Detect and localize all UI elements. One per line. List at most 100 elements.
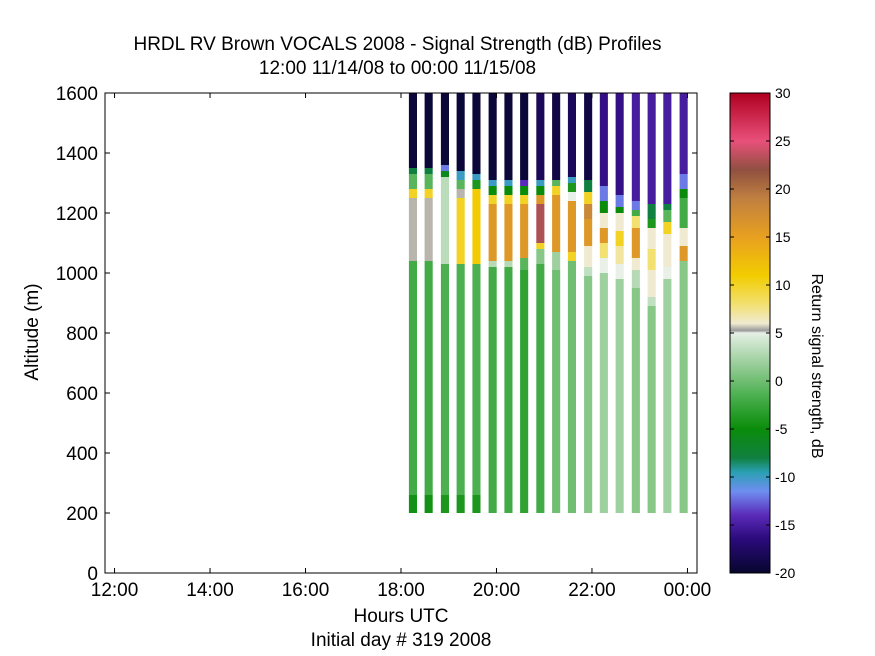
colorbar-tick-label: 0	[775, 373, 783, 389]
profile-column	[408, 93, 417, 513]
heatmap-cell	[647, 297, 656, 306]
colorbar-ticks: -20 -15 -10 -5 0 5 10 15 20 25 30	[730, 85, 795, 581]
y-tick-label: 800	[66, 324, 98, 345]
heatmap-cell	[424, 93, 433, 168]
heatmap-cell	[456, 495, 465, 513]
heatmap-cell	[408, 189, 417, 198]
heatmap-cell	[567, 201, 576, 252]
heatmap-cell	[647, 219, 656, 228]
colorbar-tick-label: -5	[775, 421, 788, 437]
chart-title: HRDL RV Brown VOCALS 2008 - Signal Stren…	[133, 34, 662, 55]
heatmap-cell	[615, 213, 624, 231]
heatmap-cell	[631, 270, 640, 288]
heatmap-cell	[584, 180, 593, 192]
colorbar-tick-label: -10	[775, 469, 795, 485]
heatmap-cell	[504, 180, 513, 186]
x-tick-label: 14:00	[186, 580, 234, 601]
heatmap-cell	[504, 186, 513, 195]
heatmap-cell	[408, 261, 417, 495]
heatmap-cell	[424, 168, 433, 174]
heatmap-cell	[440, 171, 449, 177]
heatmap-cell	[424, 198, 433, 261]
heatmap-cell	[599, 273, 608, 513]
heatmap-cell	[584, 192, 593, 204]
heatmap-cell	[520, 195, 529, 204]
heatmap-cell	[615, 264, 624, 279]
heatmap-cell	[536, 243, 545, 249]
heatmap-cell	[552, 195, 561, 252]
y-tick-label: 400	[66, 444, 98, 465]
profile-column	[663, 93, 672, 513]
heatmap-cell	[472, 180, 481, 189]
colorbar-tick-label: 30	[775, 85, 791, 101]
heatmap-cell	[520, 93, 529, 180]
heatmap-cell	[631, 228, 640, 258]
heatmap-cell	[552, 186, 561, 195]
heatmap-cell	[424, 189, 433, 198]
y-tick-label: 600	[66, 384, 98, 405]
x-tick-label: 22:00	[568, 580, 616, 601]
heatmap-cell	[472, 264, 481, 495]
heatmap-cell	[472, 174, 481, 180]
heatmap-cell	[567, 93, 576, 177]
profile-column	[584, 93, 593, 513]
heatmap-cell	[440, 165, 449, 171]
heatmap-cell	[679, 228, 688, 246]
heatmap-cell	[631, 201, 640, 210]
heatmap-cell	[520, 258, 529, 270]
heatmap-cell	[679, 174, 688, 189]
profile-column	[520, 93, 529, 513]
heatmap-cell	[504, 195, 513, 204]
y-tick-label: 1200	[56, 204, 98, 225]
heatmap-cell	[584, 267, 593, 276]
profile-column	[440, 93, 449, 513]
heatmap-cell	[647, 93, 656, 204]
heatmap-cell	[536, 264, 545, 513]
heatmap-cell	[615, 195, 624, 207]
heatmap-cell	[599, 201, 608, 213]
heatmap-cell	[552, 252, 561, 270]
heatmap-cell	[599, 243, 608, 258]
heatmap-cell	[440, 264, 449, 495]
heatmap-cell	[599, 258, 608, 273]
heatmap-cell	[647, 249, 656, 270]
initial-day-label: Initial day # 319 2008	[310, 630, 492, 651]
heatmap-cell	[615, 93, 624, 195]
heatmap-cell	[408, 168, 417, 174]
x-tick-label: 00:00	[664, 580, 712, 601]
x-tick-label: 16:00	[282, 580, 330, 601]
heatmap-cell	[520, 270, 529, 513]
profile-column	[599, 93, 608, 513]
heatmap-cell	[488, 267, 497, 513]
heatmap-cell	[456, 180, 465, 189]
heatmap-cell	[631, 288, 640, 513]
y-tick-label: 0	[87, 564, 98, 585]
heatmap-cell	[679, 189, 688, 198]
heatmap-cell	[408, 174, 417, 189]
profile-column	[456, 93, 465, 513]
colorbar-tick-label: 25	[775, 133, 791, 149]
heatmap-cell	[663, 222, 672, 234]
heatmap-cell	[536, 180, 545, 186]
heatmap-cell	[472, 189, 481, 264]
heatmap-cell	[663, 204, 672, 210]
heatmap-cell	[567, 261, 576, 513]
heatmap-cell	[615, 279, 624, 513]
heatmap-cell	[584, 219, 593, 246]
heatmap-cell	[663, 279, 672, 513]
profile-column	[631, 93, 640, 513]
heatmap-cell	[599, 186, 608, 201]
x-axis-ticks: 12:00 14:00 16:00 18:00 20:00 22:00 00:00	[91, 93, 711, 601]
colorbar	[729, 92, 771, 574]
profile-column	[567, 93, 576, 513]
profile-column	[424, 93, 433, 513]
heatmap-cell	[647, 306, 656, 513]
y-tick-label: 1000	[56, 264, 98, 285]
heatmap-cell	[456, 171, 465, 180]
heatmap-cell	[408, 93, 417, 168]
heatmap-cell	[584, 93, 593, 180]
heatmap-cell	[599, 228, 608, 243]
heatmap-cell	[584, 204, 593, 219]
heatmap-cell	[536, 249, 545, 264]
